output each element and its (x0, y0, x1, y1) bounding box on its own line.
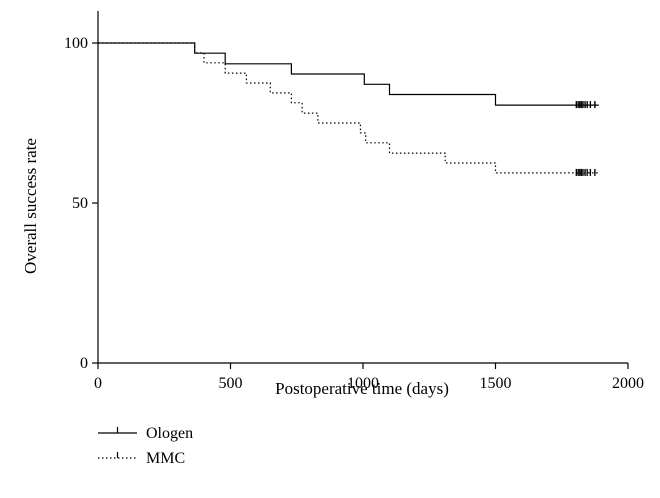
y-axis-label: Overall success rate (21, 138, 40, 274)
series-line-ologen (98, 42, 599, 106)
x-axis-label: Postoperative time (days) (275, 379, 449, 398)
series-line-mmc (98, 42, 599, 174)
y-tick-label: 100 (64, 35, 88, 52)
legend: Ologen MMC (98, 425, 193, 467)
axes: 0 500 1000 1500 2000 0 50 100 (64, 11, 644, 392)
x-tick-label: 1500 (480, 375, 512, 392)
x-tick-label: 2000 (612, 375, 644, 392)
x-tick-label: 1000 (347, 375, 379, 392)
series-layer (98, 42, 599, 176)
y-tick-label: 50 (72, 195, 88, 212)
y-tick-label: 0 (80, 355, 88, 372)
legend-label-ologen: Ologen (146, 425, 193, 442)
x-tick-label: 0 (94, 375, 102, 392)
x-tick-label: 500 (219, 375, 243, 392)
legend-label-mmc: MMC (146, 450, 185, 467)
